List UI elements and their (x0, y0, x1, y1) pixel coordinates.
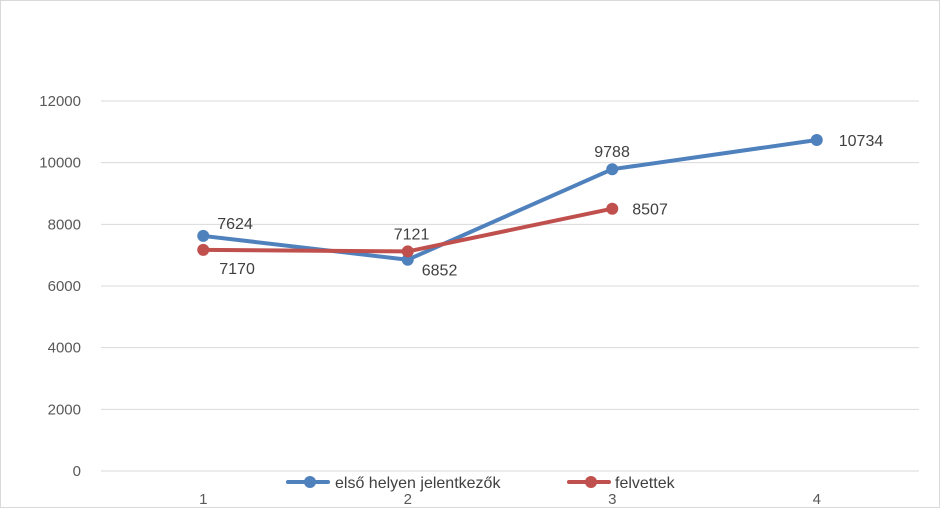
data-label: 10734 (839, 133, 884, 150)
data-point (197, 229, 210, 242)
data-point (401, 245, 414, 258)
data-point (606, 163, 619, 176)
data-point (810, 134, 823, 147)
data-label: 8507 (632, 202, 668, 219)
data-label: 7170 (219, 261, 255, 278)
y-tick-label: 4000 (48, 340, 81, 357)
x-tick-label: 3 (608, 491, 616, 508)
data-point (197, 243, 210, 256)
legend-marker-1 (304, 476, 316, 488)
data-point (401, 253, 414, 266)
y-tick-label: 8000 (48, 216, 81, 233)
data-label: 6852 (422, 263, 458, 280)
y-tick-label: 2000 (48, 401, 81, 418)
data-label: 9788 (594, 144, 630, 161)
x-tick-label: 4 (813, 491, 821, 508)
data-label: 7624 (217, 216, 253, 233)
y-tick-label: 0 (73, 463, 81, 480)
data-point (606, 202, 619, 215)
legend-label-1: első helyen jelentkezők (335, 475, 501, 492)
series-line-1 (201, 138, 819, 262)
y-tick-label: 10000 (39, 155, 81, 172)
data-label: 7121 (394, 226, 430, 243)
y-tick-label: 12000 (39, 93, 81, 110)
y-tick-label: 6000 (48, 278, 81, 295)
x-tick-label: 2 (404, 491, 412, 508)
x-tick-label: 1 (199, 491, 207, 508)
legend-label-2: felvettek (615, 475, 676, 492)
legend-marker-2 (585, 476, 597, 488)
